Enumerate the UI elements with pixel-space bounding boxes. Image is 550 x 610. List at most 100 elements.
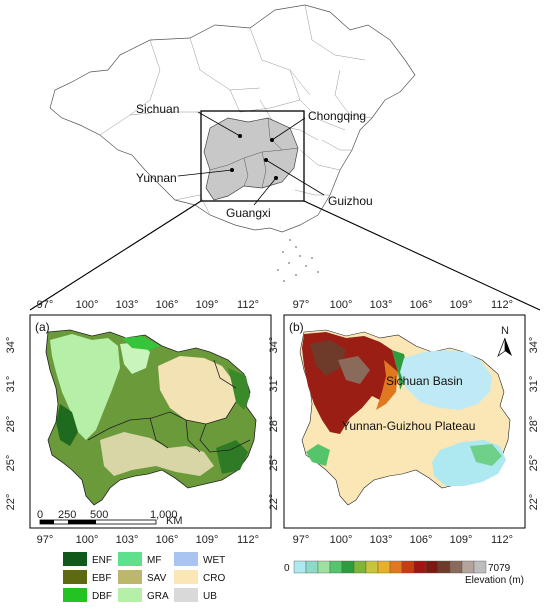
panel-a-label: (a) (35, 320, 50, 334)
svg-text:103°: 103° (370, 534, 393, 546)
panel-a-lon-ticks-top: 97° 100° 103° 106° 109° 112° (37, 299, 259, 311)
svg-text:22°: 22° (268, 494, 280, 511)
landcover-legend: ENF MF WET EBF SAV CRO DBF GRA (63, 552, 225, 602)
landcover-dbf-n (122, 336, 160, 350)
landcover-grassland-nw (50, 334, 120, 440)
elevation-swatch (377, 560, 391, 574)
svg-text:CRO: CRO (203, 573, 225, 584)
elevation-swatch (329, 560, 343, 574)
svg-text:106°: 106° (156, 299, 179, 311)
svg-text:109°: 109° (450, 534, 473, 546)
svg-text:28°: 28° (5, 416, 17, 433)
elevation-swatch (449, 560, 463, 574)
label-yunnan: Yunnan (136, 171, 177, 185)
elevation-mid-fringe (376, 360, 398, 410)
elevation-swatch (365, 560, 379, 574)
south-china-sea-islands (277, 239, 319, 282)
svg-text:28°: 28° (528, 416, 540, 433)
svg-text:103°: 103° (370, 299, 393, 311)
elevation-color-ramp (293, 560, 487, 574)
svg-text:DBF: DBF (92, 591, 112, 602)
svg-text:106°: 106° (410, 534, 433, 546)
elevation-legend: 0 7079 Elevation (m) (284, 560, 524, 586)
svg-text:31°: 31° (268, 376, 280, 393)
study-area-borders (209, 117, 299, 189)
elevation-swatch (401, 560, 415, 574)
panel-b: (b) Sichuan Basin Yunnan-Guizhou Plateau… (268, 299, 540, 546)
legend-item-sav: SAV (118, 570, 167, 584)
label-sichuan: Sichuan (136, 102, 179, 116)
svg-text:106°: 106° (156, 534, 179, 546)
elevation-title: Elevation (m) (465, 575, 524, 586)
elevation-swatch (413, 560, 427, 574)
svg-text:ENF: ENF (92, 555, 112, 566)
panel-b-lon-ticks-top: 97° 100° 103° 106° 109° 112° (293, 299, 513, 311)
svg-text:103°: 103° (116, 299, 139, 311)
panel-a: (a) 0 250 500 1,000 KM 97° 100° 103° 106… (5, 299, 272, 546)
callout-dots (230, 134, 278, 180)
elevation-peak-texture-2 (338, 356, 370, 384)
study-area-provinces (203, 117, 299, 201)
legend-item-gra: GRA (118, 588, 169, 602)
svg-text:SAV: SAV (147, 573, 167, 584)
region-yunnan-guizhou-plateau: Yunnan-Guizhou Plateau (342, 419, 475, 433)
svg-text:25°: 25° (528, 455, 540, 472)
scale-unit: KM (166, 515, 183, 527)
svg-text:25°: 25° (268, 455, 280, 472)
svg-text:100°: 100° (76, 534, 99, 546)
svg-text:34°: 34° (528, 337, 540, 354)
legend-item-enf: ENF (63, 552, 112, 566)
elevation-min: 0 (284, 563, 290, 574)
svg-text:34°: 34° (268, 337, 280, 354)
svg-text:UB: UB (203, 591, 217, 602)
legend-item-cro: CRO (174, 570, 225, 584)
svg-text:31°: 31° (528, 376, 540, 393)
scale-label-500: 500 (90, 509, 108, 521)
elevation-swatch (473, 560, 487, 574)
svg-text:100°: 100° (330, 299, 353, 311)
landcover-forest-e (228, 368, 250, 410)
legend-item-dbf: DBF (63, 588, 112, 602)
svg-text:106°: 106° (410, 299, 433, 311)
panel-b-lat-ticks-left: 34° 31° 28° 25° 22° (268, 337, 280, 511)
scale-label-1000: 1,000 (150, 509, 178, 521)
svg-text:22°: 22° (5, 494, 17, 511)
svg-text:97°: 97° (37, 299, 54, 311)
region-sichuan-basin: Sichuan Basin (386, 374, 463, 388)
elevation-guangxi-green (470, 444, 502, 466)
elevation-swatch (353, 560, 367, 574)
svg-text:WET: WET (203, 555, 225, 566)
panel-a-lat-ticks-left: 34° 31° 28° 25° 22° (5, 337, 17, 511)
landcover-savanna-s (100, 432, 214, 476)
svg-text:97°: 97° (37, 534, 54, 546)
panel-b-lat-ticks-right: 34° 31° 28° 25° 22° (528, 337, 540, 511)
elevation-swatch (293, 560, 307, 574)
svg-text:109°: 109° (196, 534, 219, 546)
elevation-swatch (389, 560, 403, 574)
label-guangxi: Guangxi (226, 206, 271, 220)
svg-text:34°: 34° (5, 337, 17, 354)
elevation-peak-texture (310, 340, 346, 376)
svg-text:100°: 100° (330, 534, 353, 546)
legend-item-wet: WET (174, 552, 225, 566)
svg-text:97°: 97° (293, 534, 310, 546)
landcover-grassland-patch (120, 342, 150, 374)
svg-text:28°: 28° (268, 416, 280, 433)
legend-item-ebf: EBF (63, 570, 111, 584)
elevation-swatch (305, 560, 319, 574)
svg-text:25°: 25° (5, 455, 17, 472)
svg-text:31°: 31° (5, 376, 17, 393)
panel-b-label: (b) (289, 320, 304, 334)
svg-text:109°: 109° (196, 299, 219, 311)
scale-bar: 0 250 500 1,000 KM (37, 509, 183, 527)
scale-label-250: 250 (58, 509, 76, 521)
svg-text:N: N (501, 325, 509, 337)
zoom-lines (29, 200, 541, 311)
svg-text:GRA: GRA (147, 591, 169, 602)
landcover-cropland-ne (158, 356, 236, 424)
elevation-swatch (317, 560, 331, 574)
elevation-max: 7079 (488, 563, 511, 574)
svg-text:EBF: EBF (92, 573, 111, 584)
svg-text:112°: 112° (491, 299, 513, 311)
